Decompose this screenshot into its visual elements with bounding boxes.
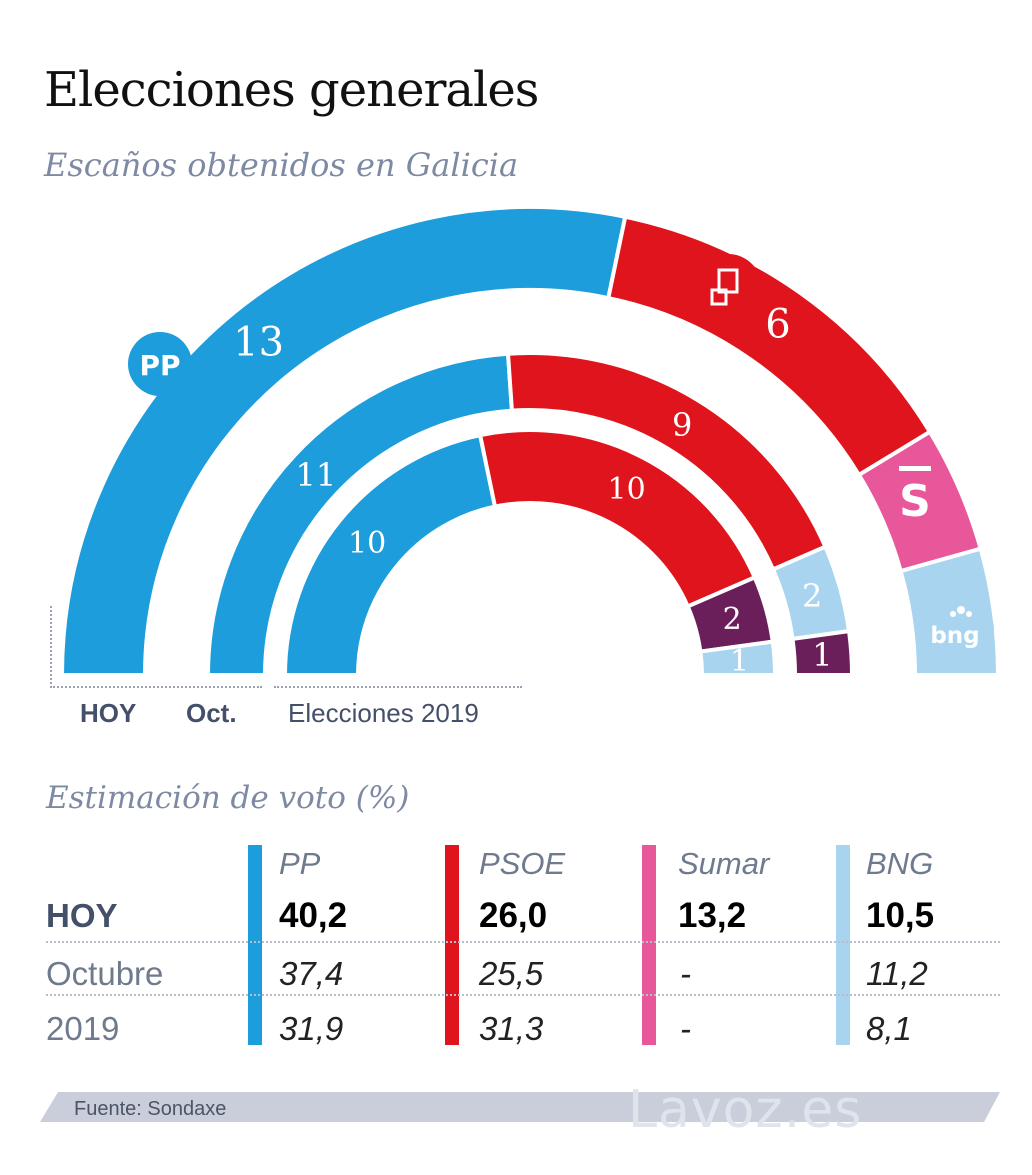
bracket-hoy — [50, 606, 262, 688]
table-cell: - — [680, 1010, 691, 1047]
row-label-hoy: HOY — [46, 897, 118, 934]
sumar-bar — [642, 845, 656, 1045]
table-cell: 40,2 — [279, 896, 348, 935]
brand-watermark: Lavoz.es — [628, 1080, 863, 1140]
seat-label-2-1: 10 — [608, 472, 646, 507]
table-cell: 13,2 — [678, 896, 747, 935]
table-cell: 31,3 — [479, 1010, 544, 1047]
bng-logo-icon: bng — [920, 593, 994, 667]
bng-logo-text: bng — [930, 623, 979, 649]
table-cell: 8,1 — [866, 1010, 912, 1047]
party-name-psoe: PSOE — [479, 846, 566, 881]
table-cell: 37,4 — [279, 955, 344, 992]
source-note: Fuente: Sondaxe — [74, 1098, 227, 1120]
table-cell: 25,5 — [479, 955, 544, 992]
arc-segment-2-3 — [698, 639, 778, 677]
seat-label-1-2: 2 — [802, 577, 822, 615]
table-cell: 26,0 — [479, 896, 548, 935]
row-label-2019: 2019 — [46, 1010, 120, 1047]
vote-estimate-title: Estimación de voto (%) — [46, 780, 410, 816]
row-divider — [46, 994, 1000, 996]
party-name-sumar: Sumar — [678, 846, 770, 881]
sumar-logo-icon: S — [883, 466, 947, 530]
pp-logo-text: PP — [139, 349, 180, 382]
seat-label-1-3: 1 — [812, 636, 832, 674]
party-name-pp: PP — [279, 846, 321, 881]
psoe-bar — [445, 845, 459, 1045]
chart-title: Elecciones generales — [44, 62, 539, 118]
bng-bar — [836, 845, 850, 1045]
psoe-logo-icon — [694, 254, 762, 322]
seat-label-2-3: 1 — [730, 644, 749, 679]
table-cell: 31,9 — [279, 1010, 344, 1047]
arc-segment-0-0 — [59, 205, 628, 677]
parliament-chart: 1362211921101021 PP S bng — [59, 205, 998, 679]
arc-segment-1-3 — [790, 628, 855, 677]
seat-label-1-1: 9 — [672, 406, 692, 444]
row-label-octubre: Octubre — [46, 955, 164, 992]
ring-label-oct: Oct. — [186, 698, 237, 728]
pp-bar — [248, 845, 262, 1045]
pp-logo-icon: PP — [128, 332, 192, 396]
seat-label-0-0: 13 — [233, 319, 284, 365]
seat-label-0-1: 6 — [765, 302, 790, 348]
party-name-bng: BNG — [866, 846, 934, 881]
table-cell: 10,5 — [866, 896, 935, 935]
seat-label-2-2: 2 — [723, 602, 742, 637]
table-cell: 11,2 — [866, 955, 928, 992]
bracket-oct — [274, 606, 522, 688]
seat-label-1-0: 11 — [296, 456, 337, 494]
ring-label-hoy: HOY — [80, 698, 137, 728]
row-divider — [46, 941, 1000, 943]
ring-label-2019: Elecciones 2019 — [288, 698, 479, 728]
sumar-logo-text: S — [899, 476, 931, 527]
chart-subtitle: Escaños obtenidos en Galicia — [44, 146, 519, 184]
table-cell: - — [680, 955, 691, 992]
footer-band — [40, 1092, 1000, 1122]
seat-label-2-0: 10 — [348, 526, 386, 561]
